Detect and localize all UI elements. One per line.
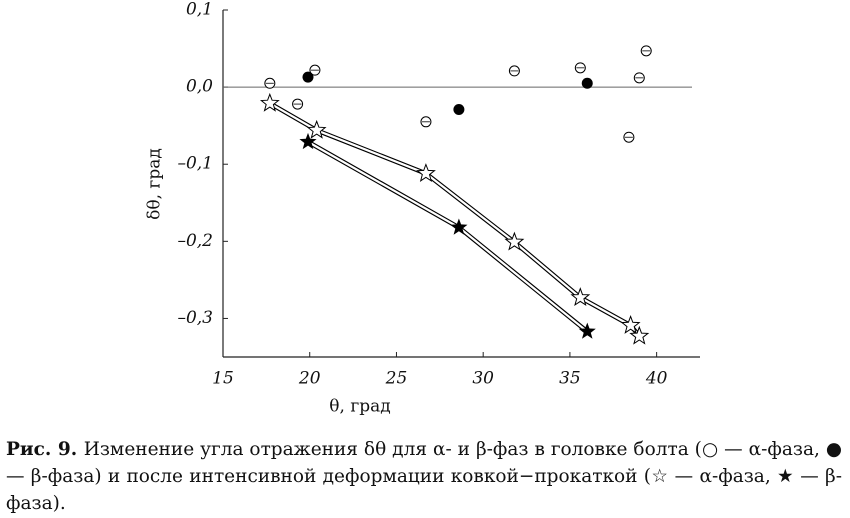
caption-label: Рис. 9. [6,439,78,460]
caption: Рис. 9. Изменение угла отражения δθ для … [6,436,842,517]
point [306,119,327,139]
point [299,132,317,150]
y-axis-label: δθ, град [145,148,165,220]
point [450,218,468,235]
series-line [306,139,589,334]
point [453,103,465,115]
point [504,231,525,251]
x-axis-label: θ, град [329,397,390,417]
y-tick-label: –0,2 [177,231,213,251]
x-tick-label: 15 [212,369,234,389]
chart: θ, град δθ, град 0,1 0,0 –0,1 –0,2 –0,3 15 20 2… [145,0,700,417]
y-tick-label: 0,0 [186,77,213,97]
x-tick-label: 30 [472,369,494,389]
point [629,325,650,345]
x-tick-label: 35 [559,369,581,389]
point [416,163,436,182]
point [620,314,641,334]
caption-text: Изменение угла отражения δθ для α- и β-ф… [6,439,842,514]
point [302,71,314,83]
series-line-inner [307,140,588,333]
point [581,77,593,89]
x-tick-label: 40 [645,369,668,389]
point [259,92,280,112]
y-tick-label: –0,1 [177,154,213,174]
point [578,322,596,339]
point [570,287,591,307]
y-tick-label: 0,1 [186,0,213,20]
y-tick-label: –0,3 [177,308,213,328]
x-tick-label: 25 [385,369,408,389]
x-tick-label: 20 [298,369,321,389]
